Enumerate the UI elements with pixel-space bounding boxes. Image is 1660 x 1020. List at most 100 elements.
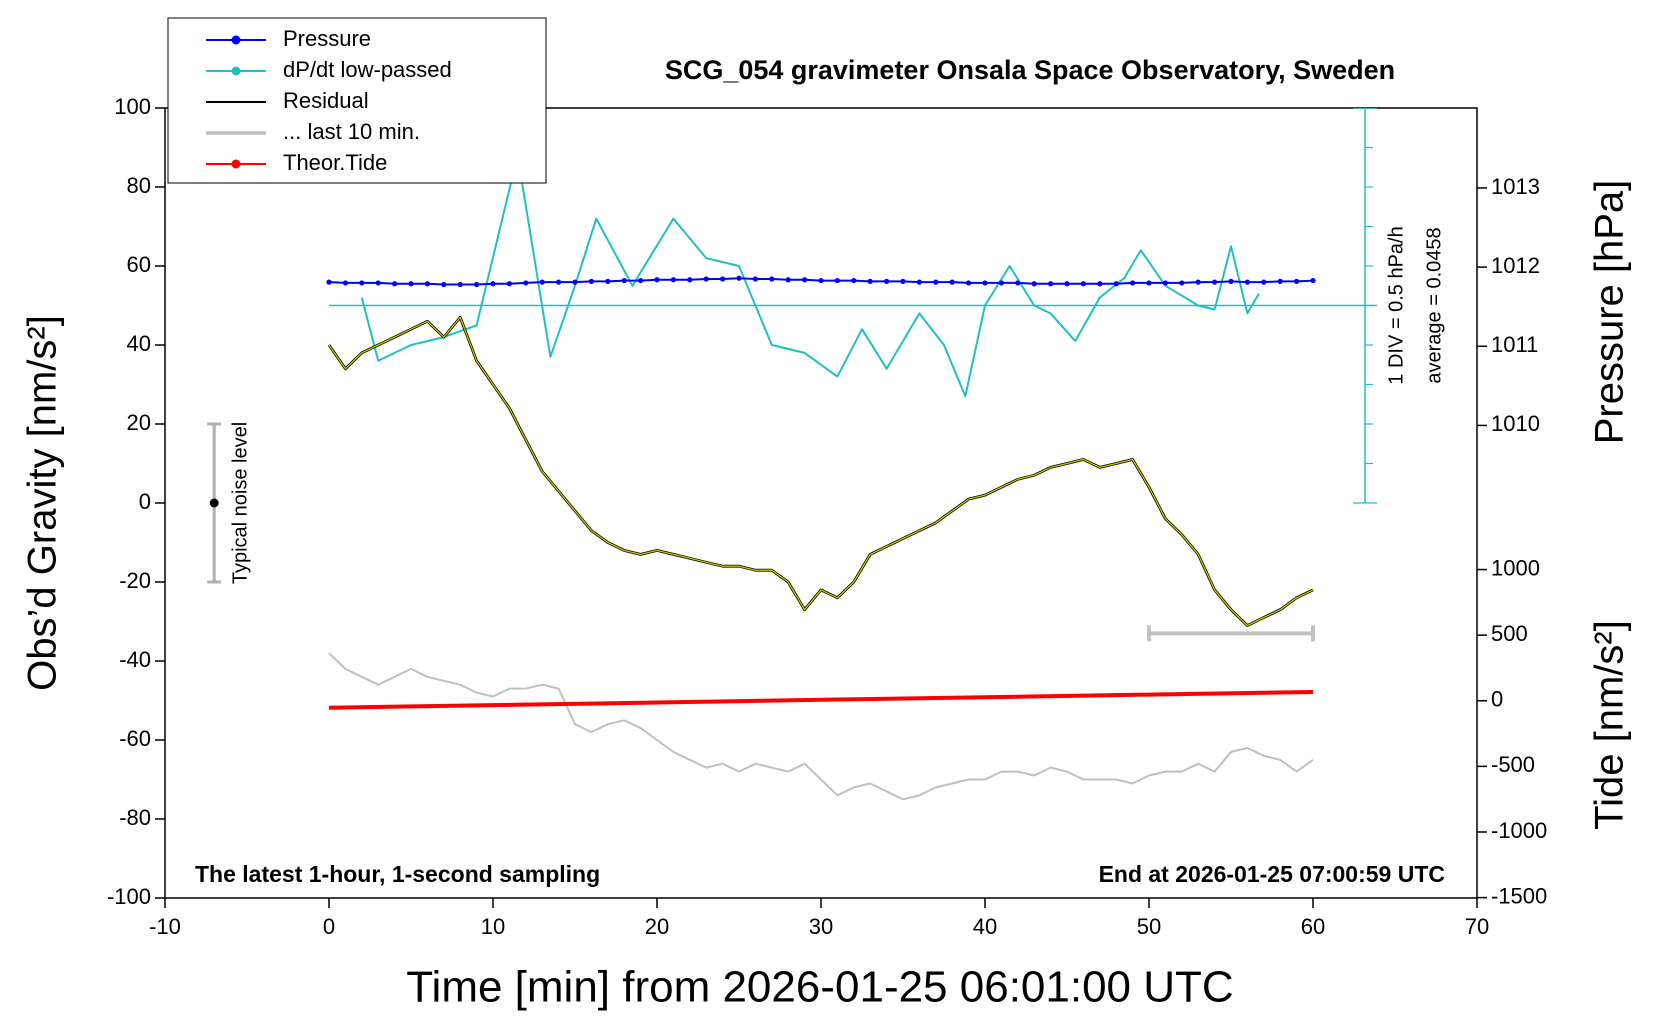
legend-label: Pressure (283, 26, 371, 51)
series-marker (1048, 281, 1054, 287)
y-tick-label: -20 (119, 568, 151, 593)
series-marker (1195, 279, 1201, 285)
series-line (360, 154, 1260, 398)
series-marker (654, 277, 660, 283)
series-marker (818, 277, 824, 284)
x-tick-label: 10 (481, 914, 505, 939)
x-tick-label: 0 (323, 914, 335, 939)
y3-tick-label: -500 (1491, 752, 1535, 777)
series-marker (572, 279, 578, 285)
series-marker (933, 279, 939, 285)
series-marker (556, 279, 562, 285)
series-marker (1097, 281, 1103, 287)
y-tick-label: 60 (127, 252, 151, 277)
legend-label: ... last 10 min. (283, 119, 420, 144)
plot-area (207, 108, 1377, 801)
series-marker (851, 277, 857, 284)
series-marker (867, 278, 873, 284)
series-marker (1130, 280, 1136, 286)
series-marker (785, 277, 791, 283)
series-marker (1277, 278, 1283, 284)
series-marker (703, 276, 709, 282)
x-tick-label: 50 (1137, 914, 1161, 939)
series-marker (900, 278, 906, 284)
series-marker (1179, 280, 1185, 286)
series-marker (441, 281, 447, 288)
y-tick-label: 0 (139, 489, 151, 514)
y2-axis-label: Pressure [hPa] (1588, 180, 1632, 445)
legend-dot (231, 159, 241, 169)
series-marker (769, 276, 775, 282)
y-tick-label: 20 (127, 410, 151, 435)
legend-label: Residual (283, 88, 369, 113)
series-marker (638, 277, 644, 284)
x-tick-label: 60 (1301, 914, 1325, 939)
legend-box (167, 17, 547, 184)
y2-tick-label: 1010 (1491, 411, 1540, 436)
series-marker (490, 281, 496, 287)
series-marker (998, 280, 1005, 286)
noise-point (209, 498, 219, 508)
series-marker (359, 280, 365, 286)
dpdt-average-label: average = 0.0458 (1423, 227, 1445, 383)
series-marker (916, 279, 923, 285)
series-marker (802, 277, 808, 283)
series-marker (408, 281, 414, 287)
x-tick-label: 30 (809, 914, 833, 939)
legend-label: dP/dt low-passed (283, 57, 452, 82)
series-marker (539, 279, 545, 285)
legend-dot (231, 66, 241, 76)
y-tick-label: 40 (127, 331, 151, 356)
legend-label: Theor.Tide (283, 150, 387, 175)
y2-tick-label: 1013 (1491, 174, 1540, 199)
x-tick-label: 70 (1465, 914, 1489, 939)
series-marker (506, 281, 512, 287)
y3-tick-label: -1500 (1491, 883, 1547, 908)
y3-axis-label: Tide [nm/s²] (1588, 620, 1632, 830)
series-marker (588, 278, 595, 284)
y2-tick-label: 1011 (1491, 332, 1538, 357)
series-marker (1244, 279, 1250, 285)
y3-tick-label: -1000 (1491, 818, 1547, 843)
series-marker (949, 279, 955, 285)
x-tick-label: 40 (973, 914, 997, 939)
series-marker (375, 280, 381, 286)
series-line (328, 652, 1314, 801)
series-marker (834, 277, 841, 284)
y-tick-label: -100 (107, 884, 151, 909)
series-line (328, 690, 1314, 710)
series-marker (474, 281, 480, 288)
y3-tick-label: 1000 (1491, 555, 1540, 580)
annotation: The latest 1-hour, 1-second sampling (195, 861, 600, 887)
y-tick-label: -80 (119, 805, 151, 830)
y-axis-label: Obs’d Gravity [nm/s²] (21, 315, 65, 691)
y-tick-label: -40 (119, 647, 151, 672)
series-marker (1310, 277, 1316, 284)
series-marker (670, 277, 677, 283)
y2-tick-label: 1012 (1491, 253, 1540, 278)
series-marker (424, 281, 430, 287)
series-marker (326, 279, 332, 285)
legend-dot (231, 35, 241, 45)
series-marker (392, 281, 398, 287)
series-marker (621, 277, 627, 284)
series-marker (1212, 279, 1218, 285)
series-marker (1113, 281, 1119, 287)
series-marker (687, 277, 693, 283)
series-marker (1228, 278, 1234, 284)
series-marker (605, 278, 611, 284)
x-tick-label: 20 (645, 914, 669, 939)
series-marker (342, 280, 348, 286)
y-tick-label: -60 (119, 726, 151, 751)
series-marker (966, 280, 972, 286)
series-marker (982, 280, 988, 286)
series-marker (1031, 281, 1037, 287)
series-line (328, 316, 1314, 627)
series-marker (457, 281, 463, 288)
series-marker (1064, 281, 1070, 287)
series-marker (1294, 278, 1300, 284)
y3-tick-label: 0 (1491, 687, 1503, 712)
series-marker (752, 276, 759, 282)
chart-title: SCG_054 gravimeter Onsala Space Observat… (665, 55, 1395, 85)
